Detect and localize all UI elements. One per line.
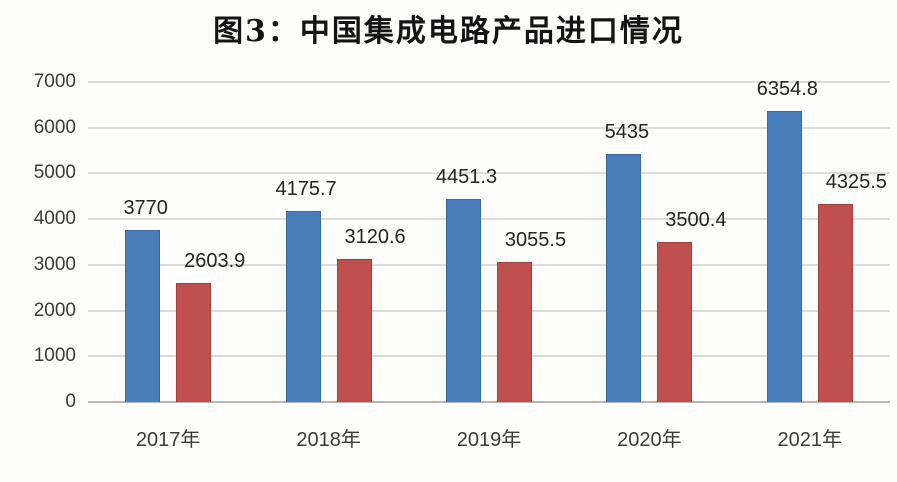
- bar-value-label: 6354.8: [756, 78, 818, 101]
- bar-blue-series: [606, 153, 642, 402]
- gridline: [88, 263, 890, 266]
- gridline: [88, 309, 890, 312]
- bar-value-label: 3500.4: [665, 208, 727, 231]
- bar-blue-series: [125, 229, 161, 402]
- x-category-label: 2020年: [617, 429, 682, 451]
- x-category-label: 2018年: [296, 429, 361, 451]
- chart-title: 图3：中国集成电路产品进口情况: [213, 14, 684, 49]
- y-tick-label: 5000: [33, 162, 76, 184]
- bar-value-label: 5435: [604, 120, 650, 143]
- bar-red-series: [176, 282, 212, 402]
- y-tick-label: 1000: [33, 345, 76, 367]
- x-category-label: 2017年: [135, 429, 201, 451]
- gridline: [88, 172, 890, 175]
- bar-blue-series: [766, 111, 802, 402]
- bar-value-label: 4325.5: [825, 171, 887, 194]
- x-category-label: 2021年: [777, 429, 843, 451]
- bar-red-series: [657, 241, 693, 402]
- x-category-label: 2019年: [456, 429, 522, 451]
- bar-value-label: 3120.6: [344, 226, 406, 249]
- bar-value-label: 2603.9: [184, 249, 246, 272]
- bar-blue-series: [285, 211, 321, 402]
- bar-value-label: 4175.7: [275, 178, 337, 201]
- bar-blue-series: [446, 198, 481, 402]
- gridline: [88, 126, 890, 129]
- bar-value-label: 4451.3: [435, 165, 498, 188]
- gridline: [88, 81, 890, 83]
- bar-red-series: [497, 262, 532, 402]
- y-tick-label: 0: [65, 391, 76, 412]
- y-tick-label: 4000: [33, 208, 76, 230]
- x-axis-line: [88, 401, 890, 403]
- gridline: [88, 218, 890, 221]
- y-tick-label: 6000: [33, 116, 76, 138]
- y-tick-label: 7000: [33, 71, 76, 92]
- bar-red-series: [336, 259, 372, 402]
- bar-red-series: [817, 204, 853, 402]
- bar-value-label: 3770: [123, 196, 168, 219]
- gridline: [88, 355, 890, 358]
- y-tick-label: 2000: [33, 299, 76, 321]
- y-tick-label: 3000: [33, 253, 76, 275]
- bar-value-label: 3055.5: [504, 229, 567, 252]
